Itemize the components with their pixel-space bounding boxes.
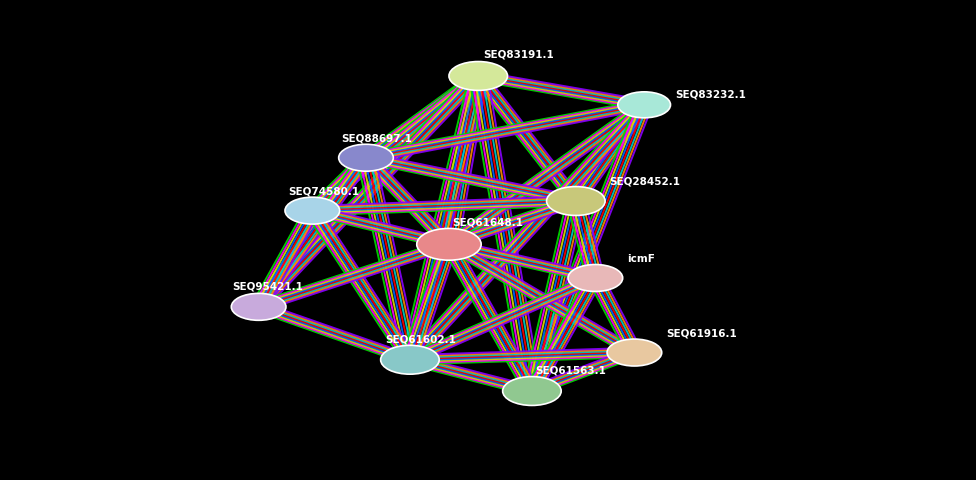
- Circle shape: [607, 339, 662, 366]
- Text: SEQ88697.1: SEQ88697.1: [342, 133, 413, 143]
- Circle shape: [285, 198, 340, 225]
- Circle shape: [339, 145, 393, 172]
- Text: SEQ83191.1: SEQ83191.1: [483, 49, 553, 59]
- Text: SEQ61648.1: SEQ61648.1: [452, 217, 523, 227]
- Circle shape: [417, 229, 481, 261]
- Text: SEQ74580.1: SEQ74580.1: [288, 186, 359, 196]
- Circle shape: [503, 377, 561, 406]
- Circle shape: [547, 187, 605, 216]
- Circle shape: [381, 346, 439, 374]
- Text: SEQ61916.1: SEQ61916.1: [667, 327, 737, 337]
- Text: SEQ61563.1: SEQ61563.1: [535, 365, 606, 375]
- Text: SEQ95421.1: SEQ95421.1: [232, 281, 304, 291]
- Text: SEQ61602.1: SEQ61602.1: [386, 334, 457, 344]
- Text: SEQ28452.1: SEQ28452.1: [609, 176, 680, 186]
- Circle shape: [231, 294, 286, 321]
- Circle shape: [568, 265, 623, 292]
- Circle shape: [449, 62, 508, 91]
- Text: icmF: icmF: [628, 253, 656, 263]
- Text: SEQ83232.1: SEQ83232.1: [675, 89, 747, 99]
- Circle shape: [618, 93, 671, 119]
